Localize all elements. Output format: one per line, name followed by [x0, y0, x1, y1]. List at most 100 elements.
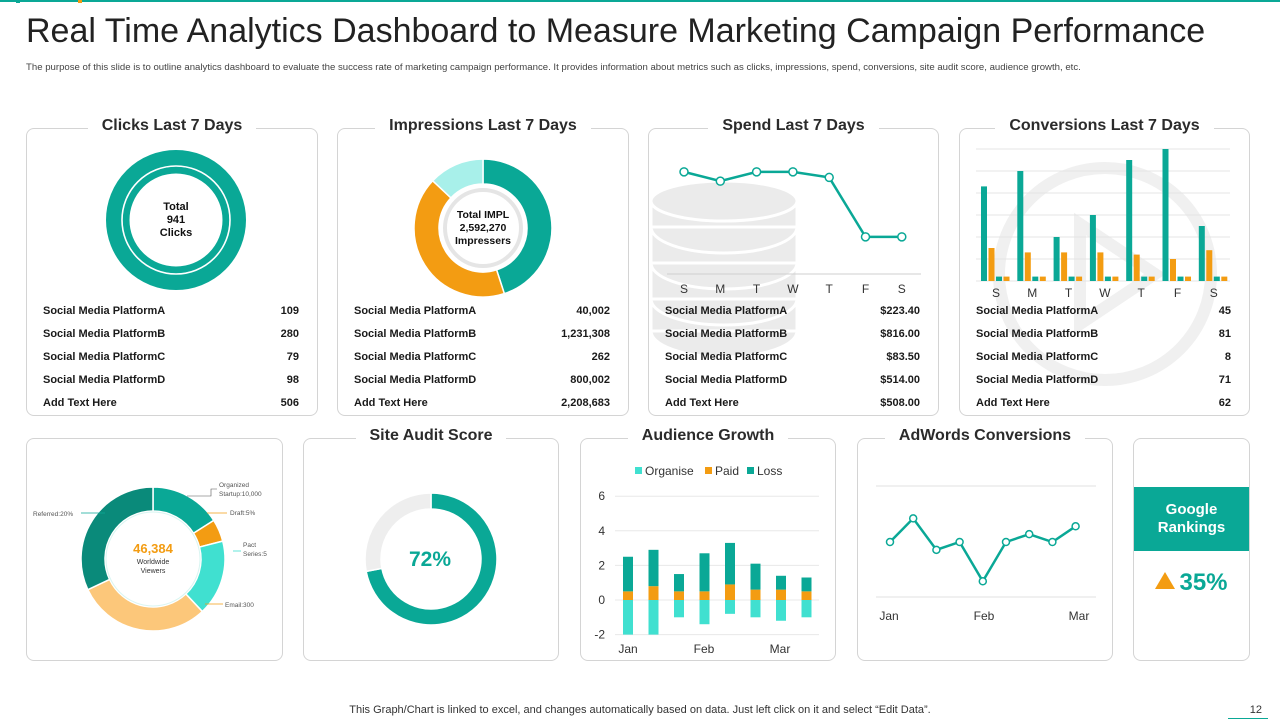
spend-title: Spend Last 7 Days	[708, 117, 879, 134]
row-label: Social Media PlatformB	[354, 328, 477, 340]
row-label: Social Media PlatformC	[43, 351, 166, 363]
conversions-x-tick: F	[1174, 286, 1181, 299]
spend-x-tick: F	[862, 282, 869, 296]
impressions-slice	[413, 179, 506, 298]
row-value: 262	[591, 351, 610, 363]
row-label: Social Media PlatformD	[43, 374, 166, 386]
conversions-x-tick: W	[1099, 286, 1111, 299]
audience-bar-loss	[648, 549, 659, 587]
audience-bar-organise	[725, 600, 735, 614]
label-organized-1: Organized	[219, 482, 249, 489]
row-value: $816.00	[880, 328, 920, 340]
impressions-center-line1: Total IMPL	[457, 209, 510, 221]
table-row: Social Media PlatformB 280	[43, 328, 299, 351]
audience-x-tick: Mar	[770, 642, 791, 656]
spend-x-tick: T	[826, 282, 834, 296]
table-row: Add Text Here 506	[43, 397, 299, 420]
audience-bar-loss	[725, 542, 735, 585]
audience-bar-paid	[750, 589, 761, 600]
site-audit-title: Site Audit Score	[355, 427, 507, 444]
adwords-point	[1048, 537, 1057, 547]
audience-bar-loss	[776, 575, 786, 590]
table-row: Add Text Here 2,208,683	[354, 397, 610, 420]
spend-x-tick: S	[680, 282, 688, 296]
row-value: $508.00	[880, 397, 920, 409]
row-label: Social Media PlatformD	[354, 374, 477, 386]
audience-bar-organise	[750, 600, 761, 618]
table-row: Social Media PlatformA $223.40	[665, 305, 920, 328]
table-row: Social Media PlatformC 8	[976, 351, 1231, 374]
footer-note: This Graph/Chart is linked to excel, and…	[349, 704, 931, 716]
conversions-x-tick: T	[1065, 286, 1073, 299]
viewers-center-label1: Worldwide	[137, 559, 170, 566]
conversions-bar	[1148, 276, 1155, 281]
impressions-slice	[482, 158, 553, 295]
audience-x-tick: Jan	[618, 642, 637, 656]
page-subtitle: The purpose of this slide is to outline …	[26, 62, 1081, 73]
conversions-bar	[1112, 276, 1119, 281]
row-label: Social Media PlatformA	[976, 305, 1099, 317]
google-rankings-value-wrap: 35%	[1134, 569, 1249, 597]
adwords-x-tick: Mar	[1069, 609, 1090, 623]
conversions-bar	[1039, 276, 1046, 281]
conversions-x-tick: S	[992, 286, 1000, 299]
clicks-title: Clicks Last 7 Days	[87, 117, 257, 134]
legend-label: Organise	[645, 464, 694, 478]
conversions-bar	[996, 276, 1002, 281]
clicks-ring-gap	[121, 165, 231, 275]
table-row: Add Text Here 62	[976, 397, 1231, 420]
table-row: Add Text Here $508.00	[665, 397, 920, 420]
row-value: 8	[1224, 351, 1231, 363]
google-rankings-value: 35%	[1179, 569, 1228, 596]
conversions-bar	[1089, 215, 1096, 281]
viewers-donut: 46,384 Worldwide Viewers Organized Start…	[33, 482, 267, 632]
table-row: Social Media PlatformB 81	[976, 328, 1231, 351]
label-referred: Referred:20%	[33, 511, 73, 518]
conversions-x-tick: M	[1027, 286, 1037, 299]
table-row: Social Media PlatformA 45	[976, 305, 1231, 328]
audience-bar-organise	[623, 600, 633, 635]
row-label: Social Media PlatformB	[43, 328, 166, 340]
row-value: 81	[1218, 328, 1231, 340]
conversions-bar	[988, 248, 995, 281]
clicks-center-line3: Clicks	[160, 227, 192, 239]
row-label: Social Media PlatformC	[354, 351, 477, 363]
legend-label: Loss	[757, 464, 782, 478]
impressions-slice	[431, 158, 484, 199]
site-audit-donut: 72%	[364, 492, 498, 626]
audience-y-tick: 0	[598, 593, 605, 607]
conversions-table: Social Media PlatformA 45 Social Media Pl…	[976, 305, 1231, 420]
impressions-title: Impressions Last 7 Days	[375, 117, 591, 134]
clicks-center-line2: 941	[167, 214, 185, 226]
clicks-ring-outer	[106, 150, 246, 290]
legend-swatch	[747, 467, 754, 474]
conversions-bar	[1213, 276, 1220, 281]
viewers-center-value: 46,384	[133, 541, 174, 556]
audience-bar-paid	[699, 591, 710, 600]
spend-x-tick: W	[787, 282, 799, 296]
label-email: Email:300	[225, 602, 254, 609]
row-value: 1,231,308	[561, 328, 610, 340]
conversions-x-tick: T	[1138, 286, 1146, 299]
row-label: Social Media PlatformD	[976, 374, 1099, 386]
conversions-title: Conversions Last 7 Days	[995, 117, 1214, 134]
conversions-bar	[1053, 237, 1060, 281]
viewers-center-label2: Viewers	[141, 568, 166, 575]
row-value: 71	[1218, 374, 1231, 386]
conversions-card: Conversions Last 7 Days S M T W T F S Social M…	[959, 117, 1250, 416]
row-value: 2,208,683	[561, 397, 610, 409]
audience-bar-paid	[725, 584, 735, 600]
row-value: 40,002	[576, 305, 610, 317]
adwords-card: AdWords Conversions Jan Feb Mar	[857, 427, 1113, 661]
conversions-bar	[1076, 276, 1083, 281]
viewers-card: 46,384 Worldwide Viewers Organized Start…	[26, 438, 283, 661]
row-label: Social Media PlatformC	[665, 351, 788, 363]
conversions-bar	[1198, 226, 1205, 281]
conversions-bar	[1177, 276, 1184, 281]
conversions-bar	[1097, 252, 1104, 281]
conversions-bar	[1133, 254, 1140, 281]
conversions-bar	[1162, 149, 1169, 281]
conversions-bar	[1126, 160, 1133, 281]
audience-bar-organise	[776, 600, 786, 621]
